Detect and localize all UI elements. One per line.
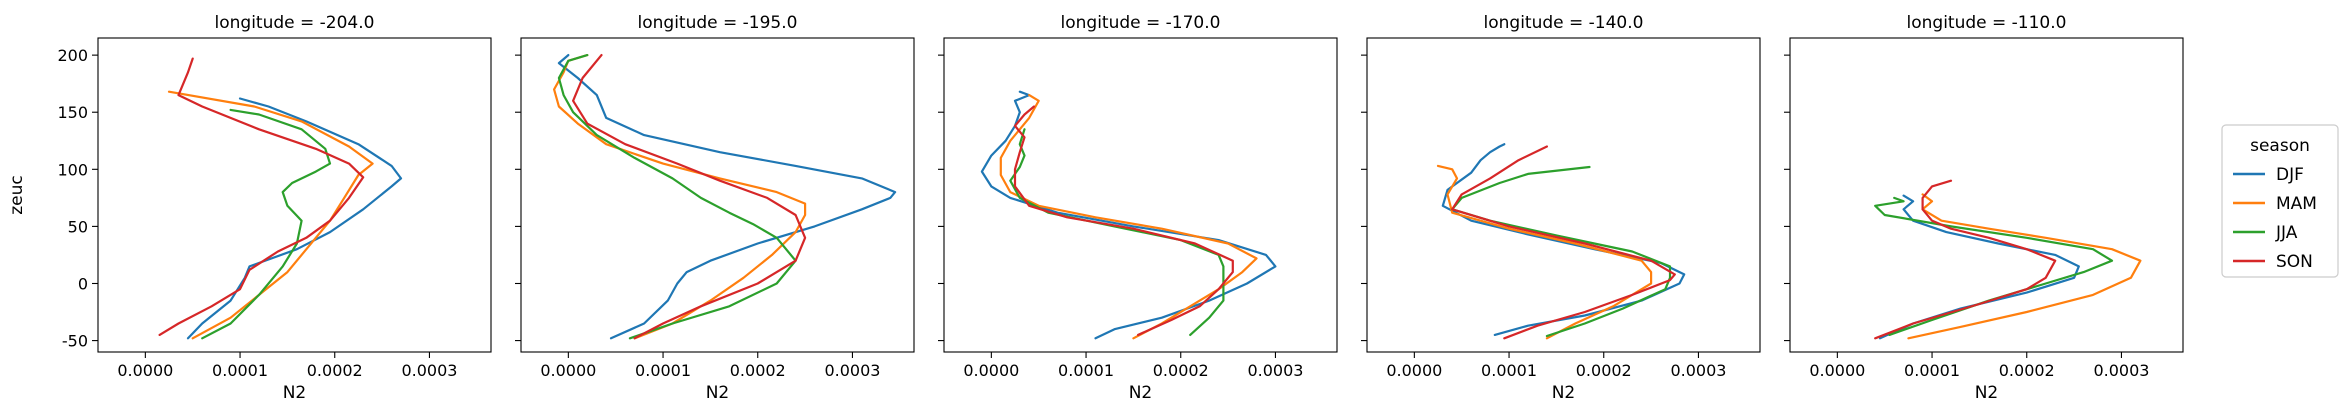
- legend-entry-djf: DJF: [2276, 165, 2304, 185]
- panel-title: longitude = -204.0: [215, 13, 375, 33]
- panel-4: longitude = -140.0 0.0000 0.0001 0.0002 0.00…: [1361, 13, 1761, 403]
- series-line-son: [158, 57, 365, 336]
- x-tick-label: 0.0003: [1247, 361, 1303, 380]
- x-axis-label: N2: [1552, 383, 1576, 403]
- x-tick-label: 0.0003: [1670, 361, 1726, 380]
- legend: season DJF MAM JJA SON: [2221, 124, 2339, 278]
- series-line-mam: [999, 94, 1258, 340]
- series-line-jja: [1009, 128, 1225, 336]
- x-tick-label: 0.0003: [2093, 361, 2149, 380]
- x-tick-label: 0.0001: [635, 361, 691, 380]
- x-tick-label: 0.0001: [1058, 361, 1114, 380]
- x-tick-label: 0.0000: [1809, 361, 1865, 380]
- panel-2: longitude = -195.0 0.0000 0.0001 0.0002 0.00…: [515, 13, 915, 403]
- series-line-djf: [1441, 143, 1686, 336]
- series-line-mam: [167, 90, 374, 340]
- x-tick-label: 0.0002: [1576, 361, 1632, 380]
- plot-frame: [520, 37, 915, 353]
- y-axis-label: zeuc: [7, 175, 27, 215]
- panel-title: longitude = -140.0: [1484, 13, 1644, 33]
- series-line-son: [572, 54, 807, 340]
- series-line-djf: [1878, 194, 2080, 340]
- x-axis-label: N2: [1975, 383, 1999, 403]
- panel-title: longitude = -170.0: [1061, 13, 1221, 33]
- x-axis-label: N2: [706, 383, 730, 403]
- legend-entry-jja: JJA: [2275, 223, 2298, 243]
- x-tick-label: 0.0000: [963, 361, 1019, 380]
- x-tick-label: 0.0000: [540, 361, 596, 380]
- x-tick-label: 0.0001: [1904, 361, 1960, 380]
- series-line-son: [1013, 105, 1234, 336]
- y-tick-label: 100: [57, 160, 88, 179]
- plot-frame: [97, 37, 492, 353]
- x-axis-label: N2: [1129, 383, 1153, 403]
- y-tick-label: -50: [62, 332, 88, 351]
- x-tick-label: 0.0003: [824, 361, 880, 380]
- x-tick-label: 0.0002: [1153, 361, 1209, 380]
- panel-title: longitude = -195.0: [638, 13, 798, 33]
- x-tick-label: 0.0001: [212, 361, 268, 380]
- plot-frame: [943, 37, 1338, 353]
- y-tick-label: 0: [78, 274, 88, 293]
- panel-1: longitude = -204.0 0.0000 0.0001 0.0002 0.00…: [7, 13, 492, 403]
- y-tick-label: 200: [57, 46, 88, 65]
- x-tick-label: 0.0001: [1481, 361, 1537, 380]
- x-tick-label: 0.0000: [117, 361, 173, 380]
- legend-title: season: [2250, 136, 2310, 156]
- legend-entry-mam: MAM: [2276, 194, 2317, 214]
- series-line-jja: [201, 108, 332, 340]
- x-axis-label: N2: [283, 383, 307, 403]
- plot-frame: [1366, 37, 1761, 353]
- legend-box: [2221, 124, 2339, 278]
- legend-entry-son: SON: [2276, 252, 2313, 272]
- x-tick-label: 0.0002: [307, 361, 363, 380]
- panel-5: longitude = -110.0 0.0000 0.0001 0.0002 0.00…: [1784, 13, 2184, 403]
- series-line-mam: [553, 54, 807, 340]
- series-line-djf: [557, 54, 897, 340]
- x-tick-label: 0.0000: [1386, 361, 1442, 380]
- y-tick-label: 150: [57, 103, 88, 122]
- series-line-jja: [1451, 165, 1672, 338]
- x-tick-label: 0.0002: [1999, 361, 2055, 380]
- x-tick-label: 0.0003: [401, 361, 457, 380]
- panel-3: longitude = -170.0 0.0000 0.0001 0.0002 0.00…: [938, 13, 1338, 403]
- plot-frame: [1789, 37, 2184, 353]
- series-line-jja: [557, 54, 797, 340]
- series-line-mam: [1436, 164, 1653, 340]
- series-line-son: [1451, 145, 1676, 340]
- y-tick-label: 50: [68, 217, 88, 236]
- panel-title: longitude = -110.0: [1907, 13, 2067, 33]
- x-tick-label: 0.0002: [730, 361, 786, 380]
- series-line-son: [1874, 179, 2057, 340]
- series-line-djf: [980, 90, 1277, 340]
